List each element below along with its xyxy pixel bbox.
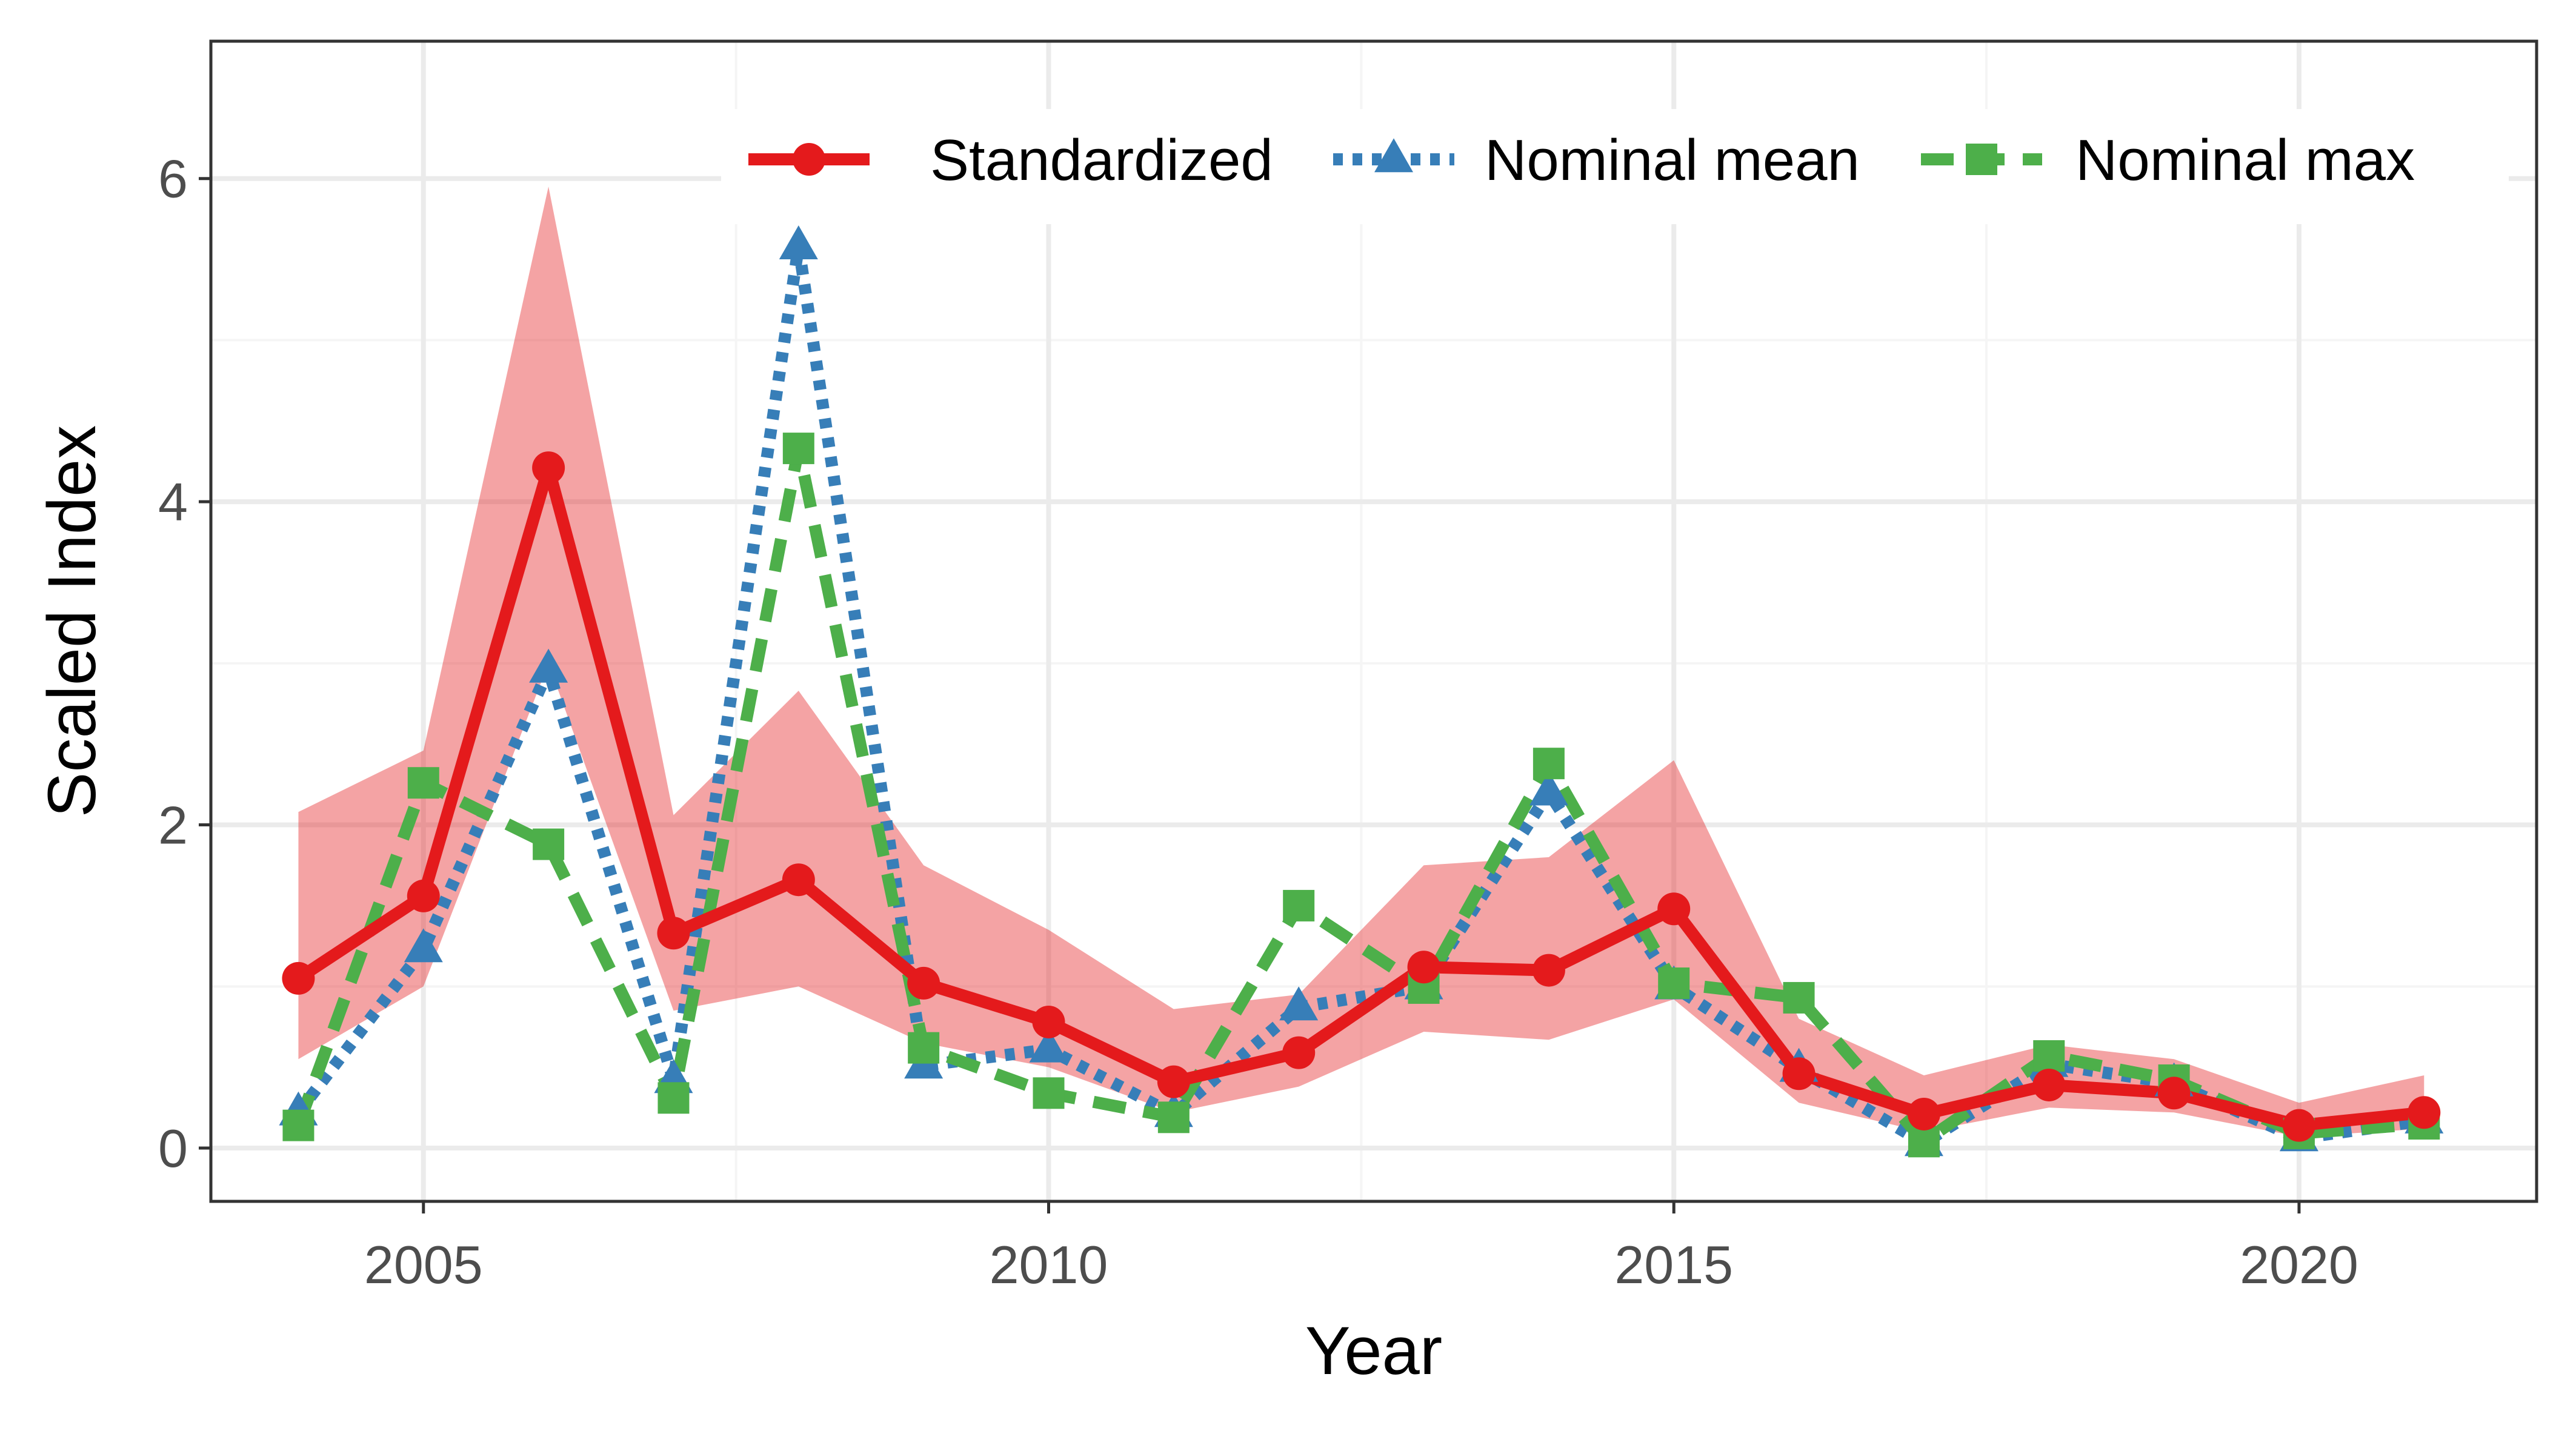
- x-tick-label: 2010: [990, 1235, 1108, 1295]
- point-standardized: [1032, 1005, 1065, 1038]
- point-nominal-max: [2033, 1040, 2065, 1072]
- point-nominal-max: [1157, 1101, 1190, 1134]
- point-nominal-max: [1908, 1126, 1940, 1158]
- point-nominal-max: [1658, 967, 1690, 999]
- point-nominal-max: [908, 1032, 940, 1064]
- legend-key-marker-square-icon: [1966, 144, 1997, 175]
- legend-background: [721, 109, 2509, 224]
- point-nominal-mean: [1529, 771, 1568, 806]
- point-standardized: [1532, 954, 1565, 987]
- x-tick-label: 2005: [364, 1235, 483, 1295]
- point-standardized: [1907, 1097, 1940, 1130]
- legend-key-marker-circle-icon: [793, 143, 825, 176]
- point-standardized: [2032, 1068, 2066, 1101]
- y-tick-label: 4: [158, 472, 188, 532]
- point-standardized: [1282, 1036, 1316, 1069]
- point-nominal-mean: [1279, 986, 1319, 1021]
- point-standardized: [532, 451, 565, 485]
- point-standardized: [2157, 1077, 2191, 1110]
- point-standardized: [1407, 951, 1440, 984]
- legend-item-nominal-max: Nominal max: [1921, 128, 2415, 193]
- point-standardized: [1782, 1057, 1816, 1090]
- panel-border: [209, 39, 2538, 1203]
- legend-key-marker-triangle-icon: [1374, 138, 1413, 173]
- series-lines: [293, 240, 2425, 1149]
- axis-ticks: 2005 2010 2015 2020 0 2 4 6: [158, 149, 2358, 1295]
- legend: Standardized Nominal mean Nominal max: [721, 109, 2509, 224]
- point-nominal-max: [282, 1109, 315, 1141]
- point-standardized: [2408, 1096, 2441, 1129]
- point-standardized: [407, 879, 440, 912]
- y-tick-label: 2: [158, 795, 188, 855]
- point-nominal-mean: [529, 648, 568, 683]
- point-nominal-max: [1283, 889, 1315, 921]
- point-nominal-max: [407, 767, 439, 799]
- series-line-nominal-mean: [293, 240, 2425, 1149]
- series-line-nominal-max: [293, 442, 2425, 1148]
- point-standardized: [782, 863, 815, 897]
- series-line-standardized: [295, 462, 2425, 1132]
- point-nominal-max: [533, 828, 565, 860]
- point-nominal-max: [657, 1082, 690, 1114]
- legend-item-nominal-mean: Nominal mean: [1333, 128, 1860, 193]
- legend-label: Nominal mean: [1485, 128, 1860, 193]
- point-nominal-max: [1033, 1077, 1065, 1109]
- x-axis-title: Year: [1305, 1313, 1442, 1389]
- point-standardized: [2282, 1109, 2315, 1142]
- point-nominal-mean: [404, 928, 443, 963]
- point-standardized: [1657, 892, 1691, 926]
- y-axis-title: Scaled Index: [34, 425, 110, 818]
- x-tick-label: 2020: [2240, 1235, 2358, 1295]
- point-standardized: [907, 966, 940, 1000]
- point-nominal-max: [1783, 981, 1815, 1014]
- point-standardized: [657, 917, 690, 950]
- point-standardized: [1157, 1065, 1190, 1098]
- point-nominal-mean: [779, 225, 818, 260]
- legend-label: Nominal max: [2075, 128, 2415, 193]
- y-tick-label: 0: [158, 1118, 188, 1178]
- x-tick-label: 2015: [1614, 1235, 1733, 1295]
- point-standardized: [282, 961, 315, 995]
- series-markers: [279, 225, 2444, 1158]
- y-tick-label: 6: [158, 149, 188, 209]
- point-nominal-max: [1533, 748, 1565, 780]
- legend-label: Standardized: [930, 128, 1273, 193]
- legend-item-standardized: Standardized: [748, 128, 1273, 193]
- point-nominal-mean: [1029, 1028, 1068, 1063]
- point-nominal-max: [782, 433, 814, 465]
